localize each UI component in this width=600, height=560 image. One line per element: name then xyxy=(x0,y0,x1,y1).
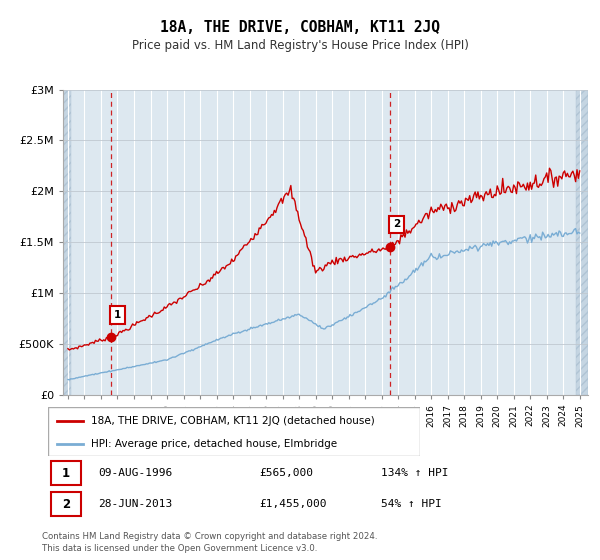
Text: 09-AUG-1996: 09-AUG-1996 xyxy=(98,468,172,478)
Text: 28-JUN-2013: 28-JUN-2013 xyxy=(98,499,172,509)
Text: Price paid vs. HM Land Registry's House Price Index (HPI): Price paid vs. HM Land Registry's House … xyxy=(131,39,469,52)
Bar xyxy=(577,90,588,395)
Text: £1,455,000: £1,455,000 xyxy=(259,499,327,509)
Text: 1: 1 xyxy=(62,466,70,480)
Text: 18A, THE DRIVE, COBHAM, KT11 2JQ (detached house): 18A, THE DRIVE, COBHAM, KT11 2JQ (detach… xyxy=(91,416,374,426)
Text: 134% ↑ HPI: 134% ↑ HPI xyxy=(380,468,448,478)
Text: HPI: Average price, detached house, Elmbridge: HPI: Average price, detached house, Elmb… xyxy=(91,439,337,449)
Bar xyxy=(63,90,71,395)
Text: Contains HM Land Registry data © Crown copyright and database right 2024.
This d: Contains HM Land Registry data © Crown c… xyxy=(42,532,377,553)
FancyBboxPatch shape xyxy=(50,492,81,516)
Text: 1: 1 xyxy=(114,310,121,320)
FancyBboxPatch shape xyxy=(50,461,81,485)
Text: 18A, THE DRIVE, COBHAM, KT11 2JQ: 18A, THE DRIVE, COBHAM, KT11 2JQ xyxy=(160,20,440,35)
Text: 2: 2 xyxy=(62,497,70,511)
Text: 54% ↑ HPI: 54% ↑ HPI xyxy=(380,499,442,509)
Text: 2: 2 xyxy=(393,220,400,230)
Text: £565,000: £565,000 xyxy=(259,468,313,478)
